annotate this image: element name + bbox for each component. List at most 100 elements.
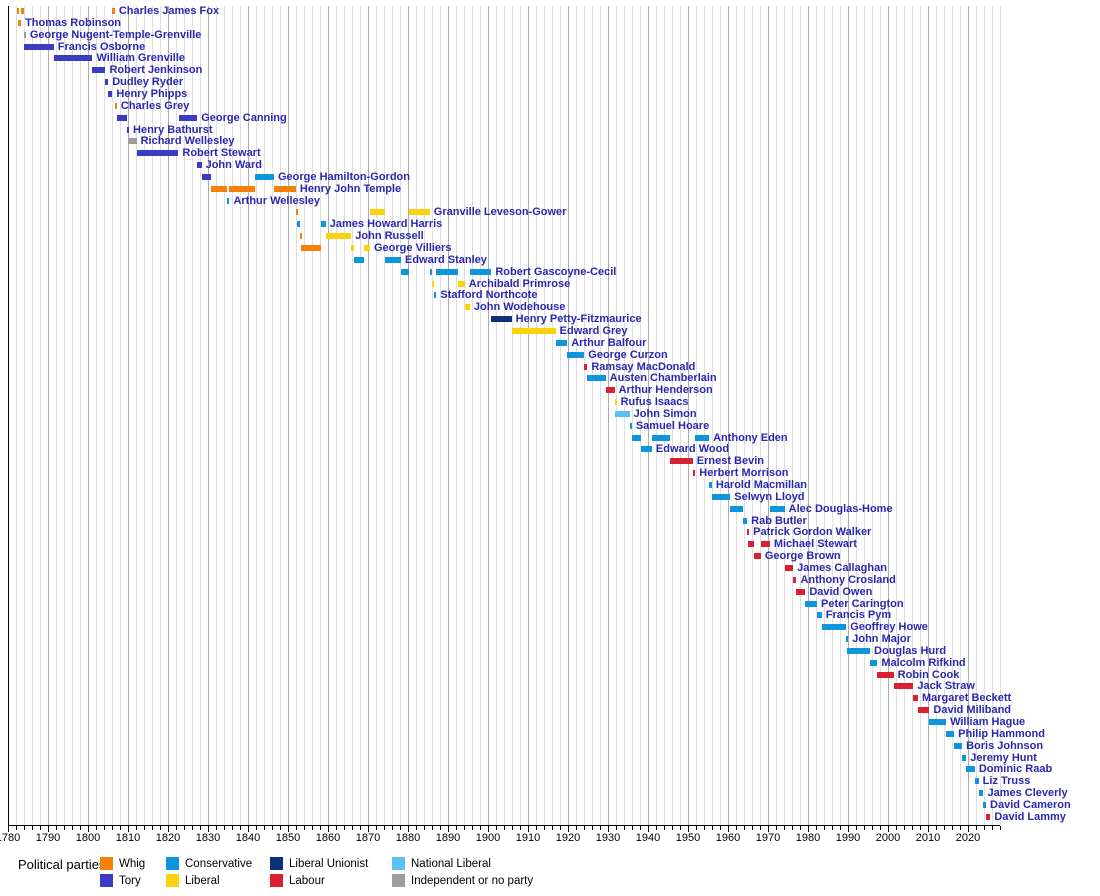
term-bar[interactable] <box>201 173 212 180</box>
term-bar[interactable] <box>893 683 914 690</box>
person-label[interactable]: Henry John Temple <box>299 182 402 195</box>
person-label[interactable]: Henry Phipps <box>116 87 188 100</box>
term-bar[interactable] <box>16 8 19 14</box>
term-bar[interactable] <box>254 173 274 180</box>
term-bar[interactable] <box>434 292 437 299</box>
term-bar[interactable] <box>986 813 991 820</box>
term-bar[interactable] <box>211 185 228 192</box>
person-label[interactable]: Harold Macmillan <box>715 479 807 491</box>
person-label[interactable]: Austen Chamberlain <box>609 372 717 385</box>
term-bar[interactable] <box>730 505 744 512</box>
term-bar[interactable] <box>300 245 321 251</box>
person-label[interactable]: John Simon <box>633 407 697 420</box>
term-bar[interactable] <box>946 730 955 737</box>
term-bar[interactable] <box>384 256 401 263</box>
term-bar[interactable] <box>105 79 109 86</box>
person-label[interactable]: George Villiers <box>374 242 452 254</box>
term-bar[interactable] <box>112 8 115 14</box>
person-label[interactable]: Henry Petty-Fitzmaurice <box>515 313 642 326</box>
person-label[interactable]: Robert Stewart <box>182 147 261 160</box>
term-bar[interactable] <box>709 482 712 488</box>
term-bar[interactable] <box>640 446 652 453</box>
person-label[interactable]: Edward Grey <box>559 324 628 337</box>
term-bar[interactable] <box>127 126 130 133</box>
person-label[interactable]: Arthur Wellesley <box>233 194 321 207</box>
term-bar[interactable] <box>363 245 370 251</box>
person-label[interactable]: William Hague <box>950 716 1026 728</box>
person-label[interactable]: Margaret Beckett <box>921 692 1012 705</box>
term-bar[interactable] <box>913 695 918 702</box>
term-bar[interactable] <box>929 719 947 725</box>
term-bar[interactable] <box>432 280 435 287</box>
term-bar[interactable] <box>847 647 871 654</box>
term-bar[interactable] <box>555 339 568 346</box>
person-label[interactable]: David Lammy <box>994 810 1066 823</box>
term-bar[interactable] <box>116 114 128 121</box>
person-label[interactable]: Robin Cook <box>897 668 960 681</box>
person-label[interactable]: James Callaghan <box>797 561 887 574</box>
person-label[interactable]: John Russell <box>355 230 424 243</box>
person-label[interactable]: Samuel Hoare <box>635 419 710 432</box>
term-bar[interactable] <box>295 209 298 216</box>
person-label[interactable]: Rab Butler <box>751 514 807 527</box>
term-bar[interactable] <box>491 316 512 323</box>
term-bar[interactable] <box>370 209 385 216</box>
person-label[interactable]: Robert Gascoyne-Cecil <box>495 265 617 278</box>
person-label[interactable]: John Ward <box>205 159 263 172</box>
term-bar[interactable] <box>760 541 770 548</box>
term-bar[interactable] <box>587 375 606 382</box>
person-label[interactable]: Philip Hammond <box>958 727 1045 740</box>
term-bar[interactable] <box>605 387 615 394</box>
person-label[interactable]: David Owen <box>809 585 873 598</box>
person-label[interactable]: Liz Truss <box>982 775 1031 788</box>
person-label[interactable]: William Grenville <box>96 52 186 65</box>
person-label[interactable]: Robert Jenkinson <box>109 64 203 77</box>
term-bar[interactable] <box>817 612 822 619</box>
person-label[interactable]: Jack Straw <box>917 680 975 693</box>
term-bar[interactable] <box>511 327 556 334</box>
term-bar[interactable] <box>127 138 137 145</box>
person-label[interactable]: Ramsay MacDonald <box>591 360 696 373</box>
person-label[interactable]: James Howard Harris <box>329 218 443 231</box>
term-bar[interactable] <box>436 268 459 275</box>
person-label[interactable]: Peter Carington <box>821 597 904 610</box>
person-label[interactable]: Arthur Henderson <box>618 384 713 397</box>
term-bar[interactable] <box>299 233 302 240</box>
term-bar[interactable] <box>692 470 696 477</box>
term-bar[interactable] <box>354 256 364 263</box>
term-bar[interactable] <box>983 801 987 808</box>
person-label[interactable]: Stafford Northcote <box>440 289 538 302</box>
person-label[interactable]: George Curzon <box>588 348 668 361</box>
person-label[interactable]: Michael Stewart <box>773 538 857 551</box>
person-label[interactable]: Selwyn Lloyd <box>734 490 805 503</box>
term-bar[interactable] <box>401 268 410 275</box>
term-bar[interactable] <box>351 245 354 251</box>
term-bar[interactable] <box>954 742 963 749</box>
person-label[interactable]: Francis Pym <box>825 609 892 622</box>
person-label[interactable]: Dominic Raab <box>978 763 1053 776</box>
person-label[interactable]: Charles Grey <box>120 99 190 112</box>
term-bar[interactable] <box>747 529 750 536</box>
term-bar[interactable] <box>631 434 641 441</box>
person-label[interactable]: George Nugent-Temple-Grenville <box>29 28 202 41</box>
person-label[interactable]: George Hamilton-Gordon <box>278 170 410 183</box>
term-bar[interactable] <box>320 221 326 228</box>
person-label[interactable]: Douglas Hurd <box>874 644 947 657</box>
term-bar[interactable] <box>458 280 465 287</box>
term-bar[interactable] <box>846 636 849 643</box>
term-bar[interactable] <box>464 304 470 311</box>
person-label[interactable]: Anthony Eden <box>713 431 788 444</box>
term-bar[interactable] <box>754 553 761 560</box>
person-label[interactable]: Rufus Isaacs <box>620 396 689 409</box>
person-label[interactable]: Archibald Primrose <box>468 277 571 290</box>
person-label[interactable]: Edward Wood <box>655 443 730 456</box>
term-bar[interactable] <box>917 707 930 714</box>
term-bar[interactable] <box>769 505 785 512</box>
term-bar[interactable] <box>274 185 296 192</box>
term-bar[interactable] <box>108 90 113 97</box>
person-label[interactable]: James Cleverly <box>987 787 1068 800</box>
term-bar[interactable] <box>615 410 630 417</box>
person-label[interactable]: Arthur Balfour <box>571 336 647 349</box>
person-label[interactable]: David Miliband <box>933 704 1012 717</box>
term-bar[interactable] <box>784 564 794 571</box>
